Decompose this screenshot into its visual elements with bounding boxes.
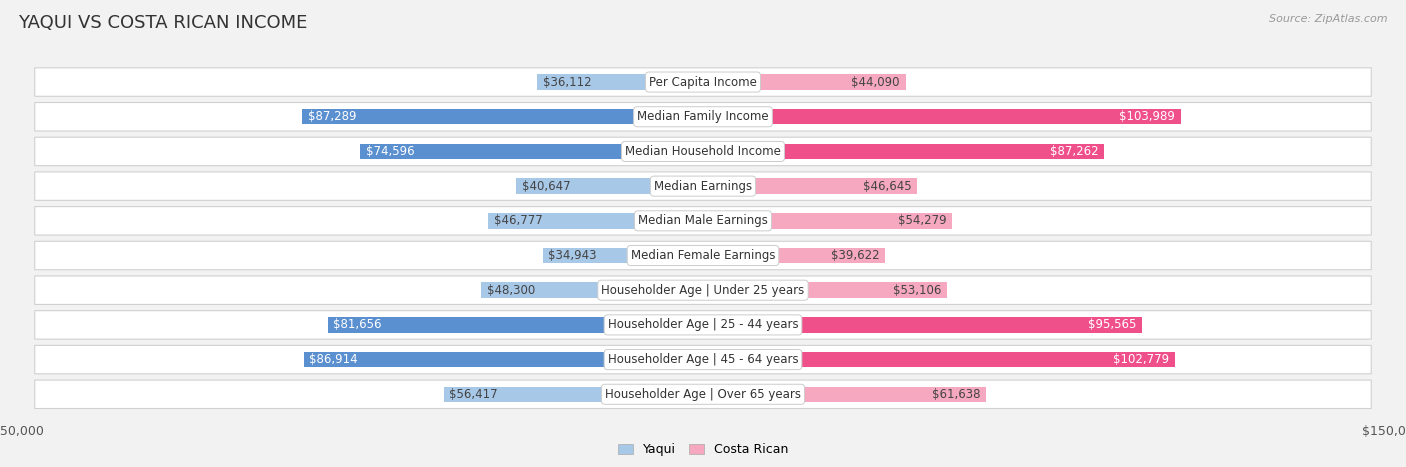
FancyBboxPatch shape [35,206,1371,235]
Bar [488,213,703,228]
Text: $46,645: $46,645 [863,180,911,192]
Text: $56,417: $56,417 [450,388,498,401]
Text: $87,289: $87,289 [308,110,356,123]
Bar [703,74,905,90]
FancyBboxPatch shape [35,241,1371,270]
Bar [703,248,884,263]
Text: Median Family Income: Median Family Income [637,110,769,123]
FancyBboxPatch shape [35,346,1371,374]
Text: YAQUI VS COSTA RICAN INCOME: YAQUI VS COSTA RICAN INCOME [18,14,308,32]
Bar [328,317,703,333]
Text: $39,622: $39,622 [831,249,880,262]
Bar [444,387,703,402]
Text: Median Household Income: Median Household Income [626,145,780,158]
FancyBboxPatch shape [35,276,1371,304]
Bar [703,387,986,402]
Text: $102,779: $102,779 [1114,353,1170,366]
FancyBboxPatch shape [35,311,1371,339]
Bar [516,178,703,194]
Text: $74,596: $74,596 [366,145,415,158]
Bar [543,248,703,263]
Text: Source: ZipAtlas.com: Source: ZipAtlas.com [1270,14,1388,24]
Text: $54,279: $54,279 [898,214,946,227]
Text: $36,112: $36,112 [543,76,592,89]
Bar [703,283,946,298]
Text: $40,647: $40,647 [522,180,571,192]
Bar [703,144,1104,159]
FancyBboxPatch shape [35,103,1371,131]
Text: Householder Age | Over 65 years: Householder Age | Over 65 years [605,388,801,401]
Text: Householder Age | Under 25 years: Householder Age | Under 25 years [602,284,804,297]
Bar [537,74,703,90]
Text: $87,262: $87,262 [1050,145,1098,158]
Bar [703,213,952,228]
Text: Per Capita Income: Per Capita Income [650,76,756,89]
Text: $53,106: $53,106 [893,284,942,297]
Text: Householder Age | 45 - 64 years: Householder Age | 45 - 64 years [607,353,799,366]
Text: $103,989: $103,989 [1119,110,1175,123]
Bar [360,144,703,159]
FancyBboxPatch shape [35,380,1371,409]
Text: Householder Age | 25 - 44 years: Householder Age | 25 - 44 years [607,318,799,332]
Text: $48,300: $48,300 [486,284,534,297]
Text: $81,656: $81,656 [333,318,382,332]
Bar [481,283,703,298]
Legend: Yaqui, Costa Rican: Yaqui, Costa Rican [613,439,793,461]
Bar [304,352,703,368]
Text: $46,777: $46,777 [494,214,543,227]
Bar [302,109,703,125]
FancyBboxPatch shape [35,172,1371,200]
Text: $61,638: $61,638 [932,388,980,401]
Bar [703,109,1181,125]
Text: Median Female Earnings: Median Female Earnings [631,249,775,262]
Bar [703,317,1142,333]
FancyBboxPatch shape [35,137,1371,166]
Text: $95,565: $95,565 [1088,318,1136,332]
Text: $34,943: $34,943 [548,249,596,262]
Text: $86,914: $86,914 [309,353,359,366]
FancyBboxPatch shape [35,68,1371,96]
Bar [703,352,1175,368]
Text: Median Earnings: Median Earnings [654,180,752,192]
Bar [703,178,917,194]
Text: $44,090: $44,090 [852,76,900,89]
Text: Median Male Earnings: Median Male Earnings [638,214,768,227]
